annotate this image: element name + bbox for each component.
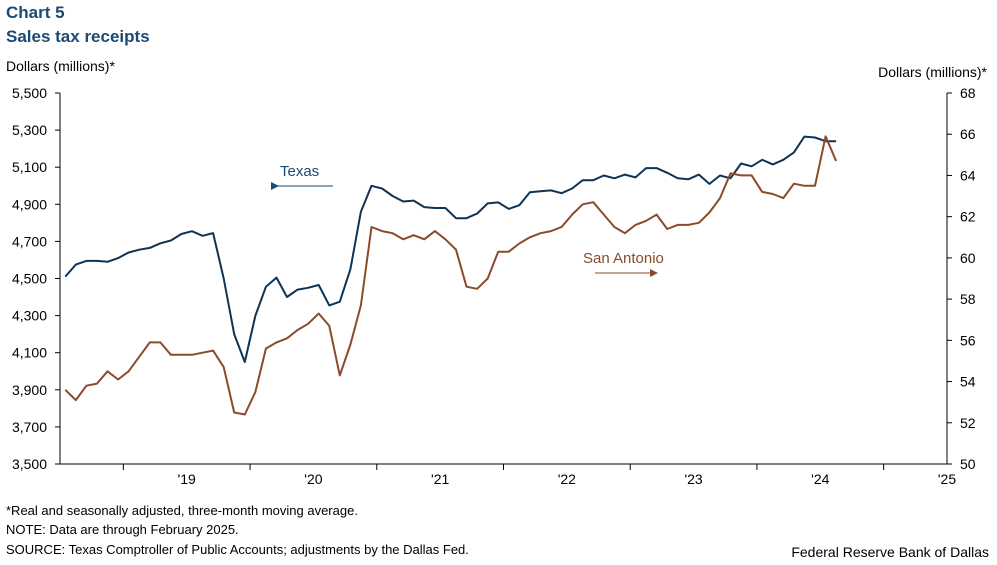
x-tick-label: '21	[431, 471, 449, 487]
y-left-tick-label: 3,700	[12, 419, 47, 435]
x-tick-label: '23	[684, 471, 702, 487]
y-right-tick-label: 50	[960, 456, 976, 472]
y-axis-left-label: Dollars (millions)*	[6, 58, 115, 74]
y-right-tick-label: 54	[960, 374, 976, 390]
y-left-tick-label: 4,300	[12, 308, 47, 324]
y-left-tick-label: 4,700	[12, 233, 47, 249]
chart-label: Chart 5	[6, 3, 65, 22]
series-line-texas	[64, 135, 837, 363]
series-line-san-antonio	[64, 135, 838, 416]
san-antonio-annotation: San Antonio	[583, 250, 664, 267]
footnote-note: NOTE: Data are through February 2025.	[6, 522, 239, 537]
y-left-tick-label: 4,500	[12, 271, 47, 287]
y-right-tick-label: 56	[960, 332, 976, 348]
y-right-tick-label: 68	[960, 85, 976, 101]
x-tick-label: '19	[178, 471, 196, 487]
y-left-tick-label: 4,100	[12, 345, 47, 361]
x-tick-label: '25	[938, 471, 956, 487]
y-left-tick-label: 3,500	[12, 456, 47, 472]
y-right-tick-label: 62	[960, 209, 976, 225]
y-right-tick-label: 66	[960, 126, 976, 142]
x-tick-label: '24	[811, 471, 829, 487]
y-axis-right-label: Dollars (millions)*	[878, 64, 987, 80]
y-left-tick-label: 5,100	[12, 159, 47, 175]
y-left-tick-label: 3,900	[12, 382, 47, 398]
credit-line: Federal Reserve Bank of Dallas	[791, 544, 989, 560]
y-left-tick-label: 5,500	[12, 85, 47, 101]
y-left-tick-label: 5,300	[12, 122, 47, 138]
x-tick-label: '22	[558, 471, 576, 487]
x-tick-label: '20	[304, 471, 322, 487]
y-right-tick-label: 60	[960, 250, 976, 266]
footnote-source: SOURCE: Texas Comptroller of Public Acco…	[6, 542, 469, 557]
y-right-tick-label: 52	[960, 415, 976, 431]
chart-title: Sales tax receipts	[6, 27, 150, 46]
y-right-tick-label: 64	[960, 167, 976, 183]
y-right-tick-label: 58	[960, 291, 976, 307]
y-left-tick-label: 4,900	[12, 196, 47, 212]
texas-annotation: Texas	[280, 163, 319, 180]
footnote-real: *Real and seasonally adjusted, three-mon…	[6, 503, 358, 518]
